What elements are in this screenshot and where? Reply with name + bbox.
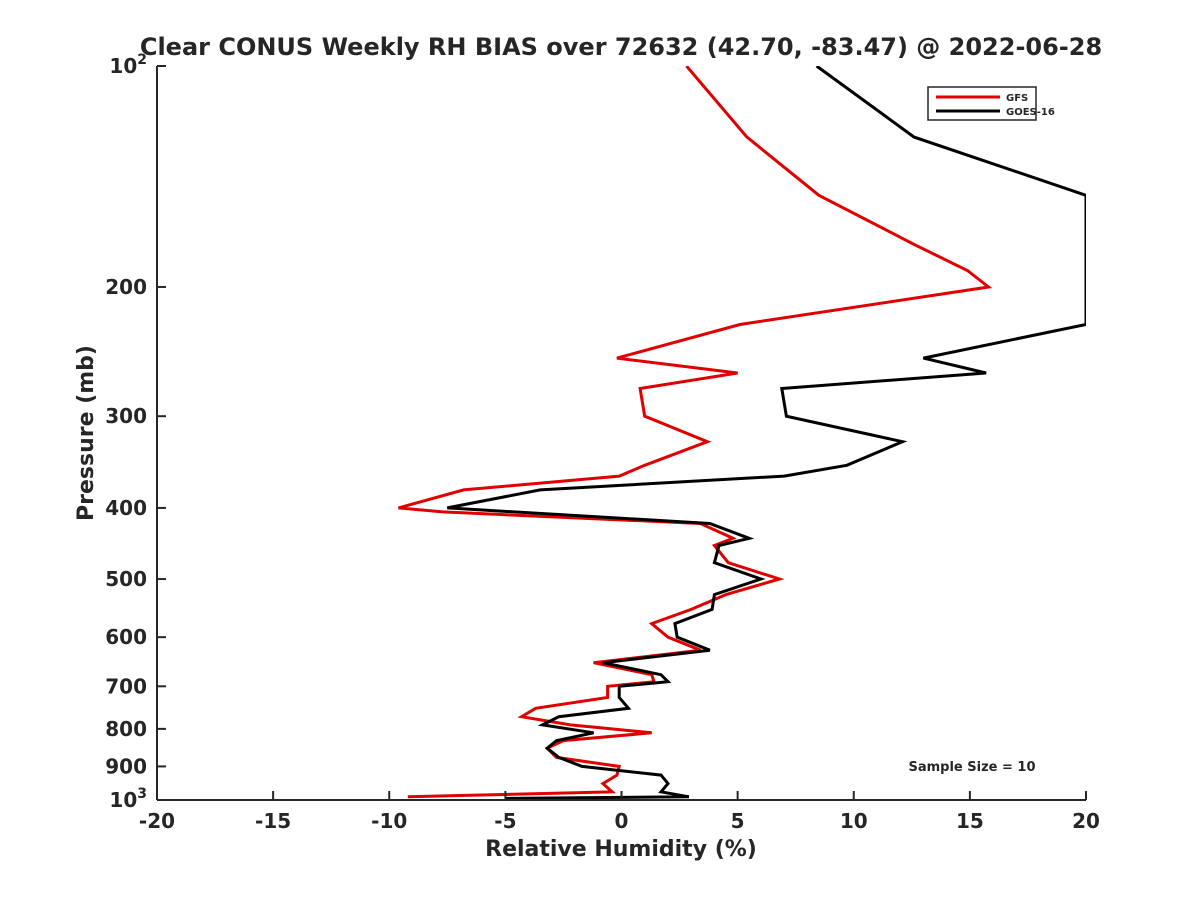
chart-title: Clear CONUS Weekly RH BIAS over 72632 (4… [140,33,1102,61]
y-tick-label: 800 [105,717,147,741]
legend-box [927,86,1037,121]
x-tick-label: 0 [615,809,629,833]
y-tick-label: 400 [105,496,147,520]
sample-size-annotation: Sample Size = 10 [908,760,1035,775]
y-tick-label: 600 [105,625,147,649]
x-tick-label: -20 [139,809,175,833]
x-tick-label: 20 [1072,809,1100,833]
y-axis-label: Pressure (mb) [74,345,99,521]
x-tick-label: 15 [956,809,984,833]
x-axis-label: Relative Humidity (%) [485,837,757,862]
plot-lines [398,66,1086,800]
legend-label: GFS [1006,93,1028,104]
y-tick-label: 500 [105,567,147,591]
y-tick-label: 700 [105,674,147,698]
legend-label: GOES-16 [1006,107,1055,118]
x-tick-label: -10 [371,809,407,833]
series-line-goes-16 [447,66,1086,800]
y-tick-label: 900 [105,754,147,778]
y-axis-ticks: 102 200 300 400 500 600 700 800 900 103 [105,52,166,812]
y-tick-label: 200 [105,275,147,299]
y-tick-label: 103 [109,786,147,812]
legend: GFS GOES-16 [927,86,1055,121]
x-tick-label: 5 [731,809,745,833]
x-tick-label: -15 [255,809,291,833]
x-tick-label: 10 [840,809,868,833]
series-line-gfs [398,66,993,799]
x-tick-label: -5 [494,809,516,833]
y-tick-label: 300 [105,404,147,428]
y-tick-label: 102 [109,52,147,78]
x-axis-ticks: -20 -15 -10 -5 0 5 10 15 20 [139,791,1100,833]
